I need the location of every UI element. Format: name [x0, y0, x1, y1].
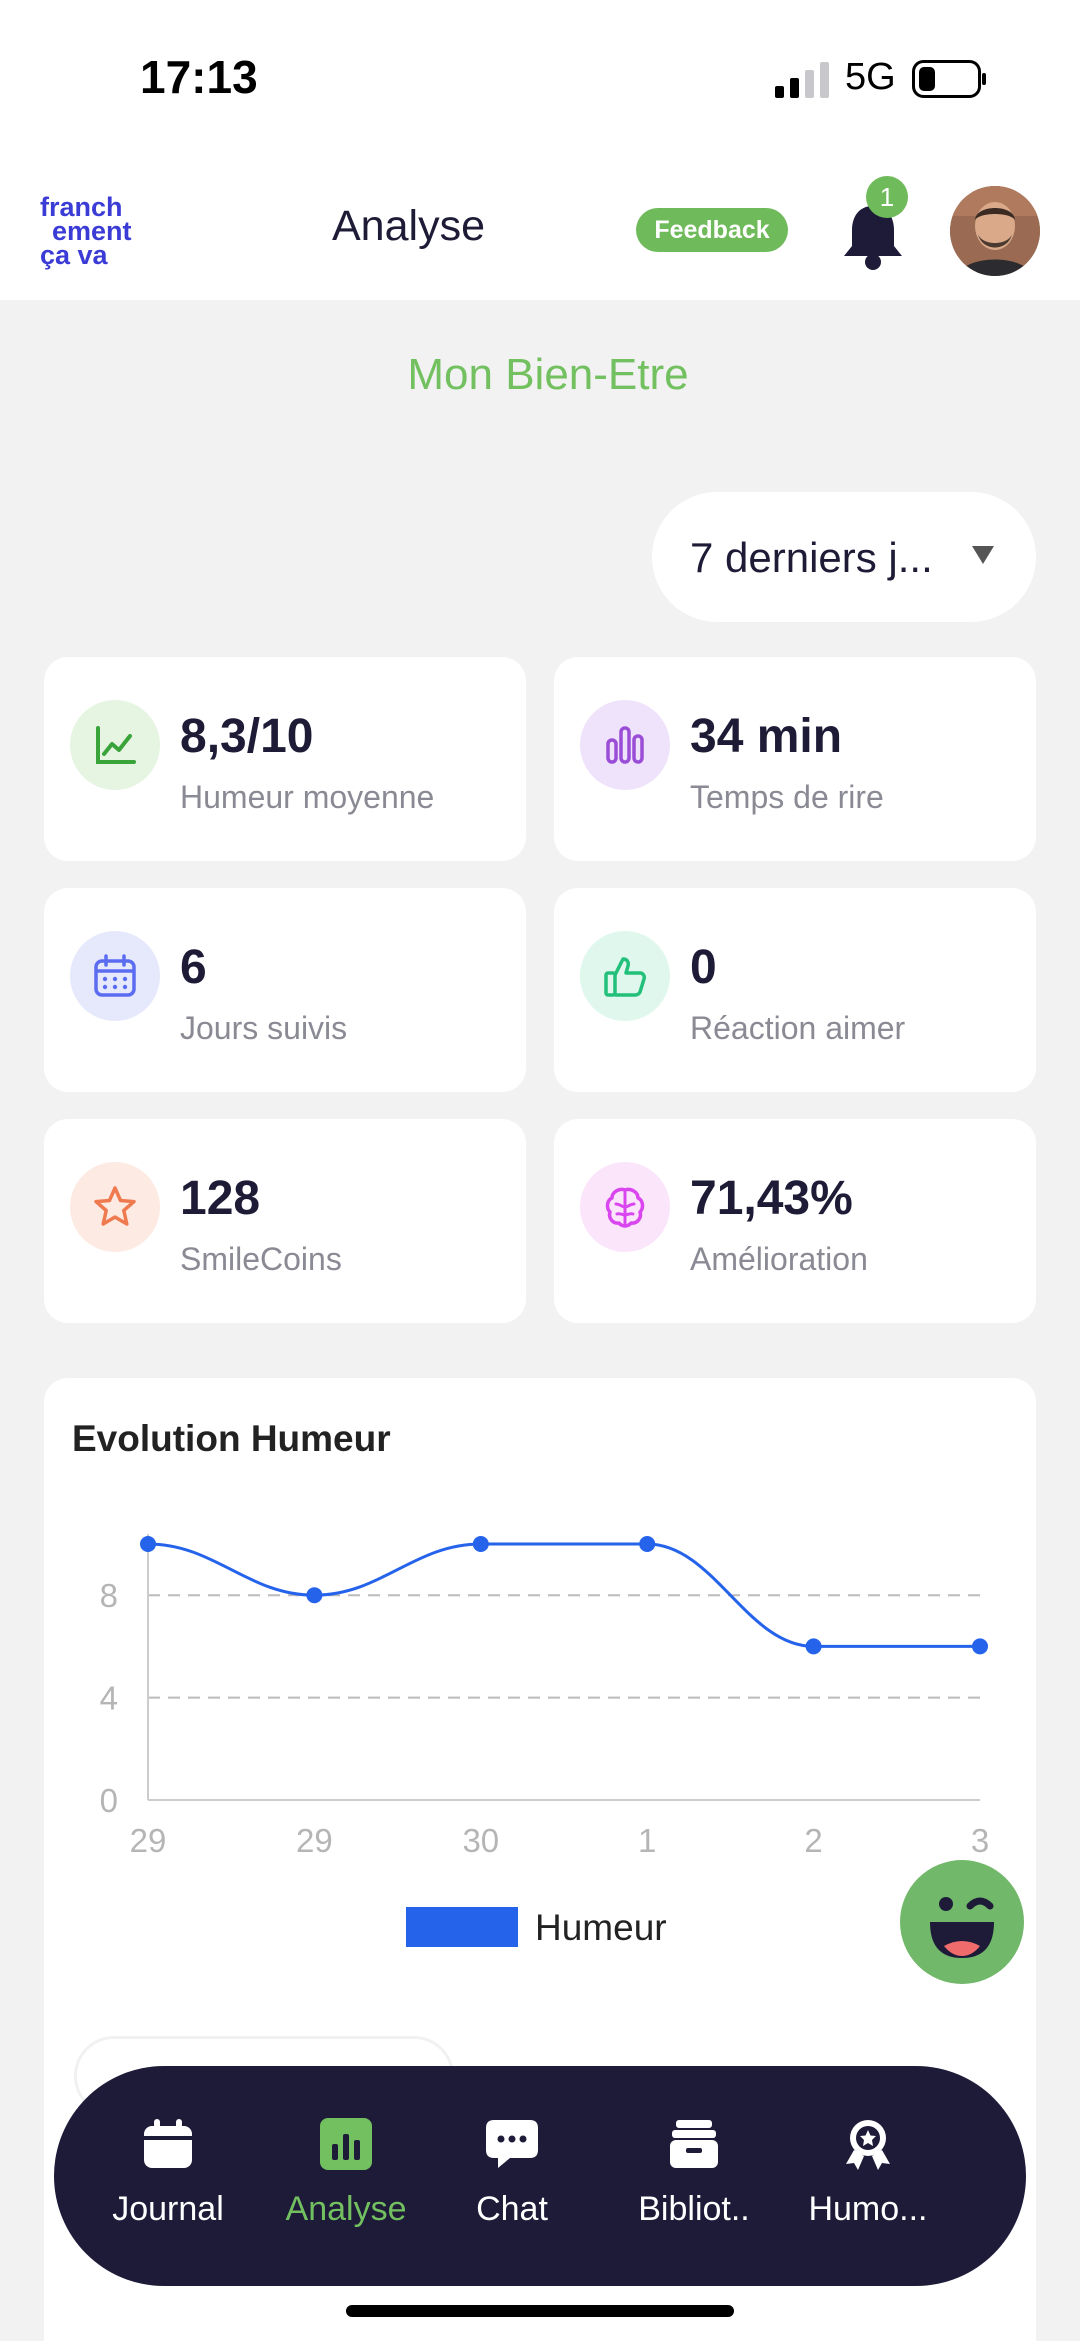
tab-journal[interactable]: Journal — [88, 2116, 248, 2246]
calendar-icon — [144, 2119, 192, 2168]
x-tick-label: 3 — [971, 1822, 989, 1859]
x-tick-label: 29 — [296, 1822, 333, 1859]
stat-card-smilecoins[interactable]: 128 SmileCoins — [44, 1119, 526, 1323]
x-tick-label: 30 — [462, 1822, 499, 1859]
network-type: 5G — [845, 56, 896, 98]
status-bar: 17:13 5G — [0, 0, 1080, 150]
y-tick-label: 4 — [100, 1680, 118, 1717]
x-tick-label: 29 — [130, 1822, 167, 1859]
stat-card-like-reaction[interactable]: 0 Réaction aimer — [554, 888, 1036, 1092]
tab-label: Humo... — [808, 2190, 928, 2228]
svg-text:ça va: ça va — [40, 240, 109, 270]
winking-smiley-icon — [930, 1897, 994, 1958]
stat-card-average-mood[interactable]: 8,3/10 Humeur moyenne — [44, 657, 526, 861]
notification-badge: 1 — [866, 176, 908, 218]
stat-card-improvement[interactable]: 71,43% Amélioration — [554, 1119, 1036, 1323]
bottom-tab-bar: Journal Analyse Chat Bibliot.. Humo... — [54, 2066, 1026, 2286]
tab-label: Journal — [112, 2190, 224, 2228]
header-title: Analyse — [332, 202, 485, 250]
data-point — [639, 1536, 656, 1552]
stat-card-days-tracked[interactable]: 6 Jours suivis — [44, 888, 526, 1092]
stat-value: 34 min — [690, 710, 843, 763]
svg-text:franch: franch — [40, 192, 123, 222]
stat-label: Humeur moyenne — [180, 779, 435, 815]
signal-icon — [775, 62, 829, 98]
stat-value: 0 — [690, 941, 717, 994]
status-time: 17:13 — [140, 51, 258, 103]
app-logo[interactable]: franch ement ça va — [38, 192, 158, 272]
dropdown-arrow-icon — [972, 546, 994, 564]
stat-value: 8,3/10 — [180, 710, 314, 763]
stat-value: 71,43% — [690, 1172, 853, 1225]
stat-value: 128 — [180, 1172, 261, 1225]
period-select[interactable]: 7 derniers j... — [652, 492, 1036, 622]
tab-label: Analyse — [285, 2190, 407, 2228]
feedback-button[interactable]: Feedback — [636, 208, 788, 252]
tab-label: Chat — [476, 2190, 548, 2228]
legend-swatch — [406, 1907, 518, 1947]
x-tick-label: 2 — [804, 1822, 822, 1859]
smiley-fab-button[interactable] — [900, 1860, 1024, 1984]
stat-label: Réaction aimer — [690, 1010, 906, 1046]
stat-label: SmileCoins — [180, 1241, 342, 1277]
tab-bibliotheque[interactable]: Bibliot.. — [614, 2116, 774, 2246]
star-icon — [70, 1162, 160, 1252]
tab-label: Bibliot.. — [638, 2190, 750, 2228]
mood-chart: 0 4 8 29 29 30 1 2 3 Humeur — [100, 1534, 989, 1948]
thumbs-up-icon — [580, 931, 670, 1021]
series-line — [147, 1542, 980, 1648]
y-tick-label: 0 — [100, 1782, 118, 1819]
y-tick-label: 8 — [100, 1577, 118, 1614]
chart-title: Evolution Humeur — [72, 1418, 391, 1459]
calendar-icon — [70, 931, 160, 1021]
svg-text:ement: ement — [52, 216, 132, 246]
chart-line-icon — [70, 700, 160, 790]
home-indicator — [346, 2305, 734, 2317]
chat-icon — [486, 2120, 538, 2168]
data-point — [805, 1638, 822, 1655]
stat-label: Temps de rire — [690, 779, 884, 815]
data-point — [472, 1536, 489, 1552]
stat-label: Amélioration — [690, 1241, 868, 1277]
avatar-image — [950, 186, 1040, 276]
data-point — [972, 1638, 988, 1655]
award-icon — [846, 2120, 890, 2170]
tab-chat[interactable]: Chat — [432, 2116, 592, 2246]
stat-card-laugh-time[interactable]: 34 min Temps de rire — [554, 657, 1036, 861]
stat-label: Jours suivis — [180, 1010, 348, 1046]
tab-analyse[interactable]: Analyse — [266, 2116, 426, 2246]
app-header: franch ement ça va Analyse Feedback 1 — [0, 150, 1080, 300]
analytics-icon — [320, 2118, 372, 2170]
data-point — [140, 1536, 156, 1552]
section-title: Mon Bien-Etre — [407, 350, 689, 399]
avatar[interactable] — [950, 186, 1040, 276]
bell-icon[interactable] — [840, 200, 906, 272]
library-icon — [670, 2120, 718, 2168]
stat-value: 6 — [180, 941, 207, 994]
period-select-value: 7 derniers j... — [690, 534, 933, 581]
legend-label: Humeur — [535, 1907, 667, 1948]
x-tick-label: 1 — [638, 1822, 656, 1859]
bar-chart-icon — [580, 700, 670, 790]
data-point — [306, 1587, 323, 1604]
tab-humour[interactable]: Humo... — [788, 2116, 948, 2246]
battery-icon — [912, 60, 986, 98]
brain-icon — [580, 1162, 670, 1252]
